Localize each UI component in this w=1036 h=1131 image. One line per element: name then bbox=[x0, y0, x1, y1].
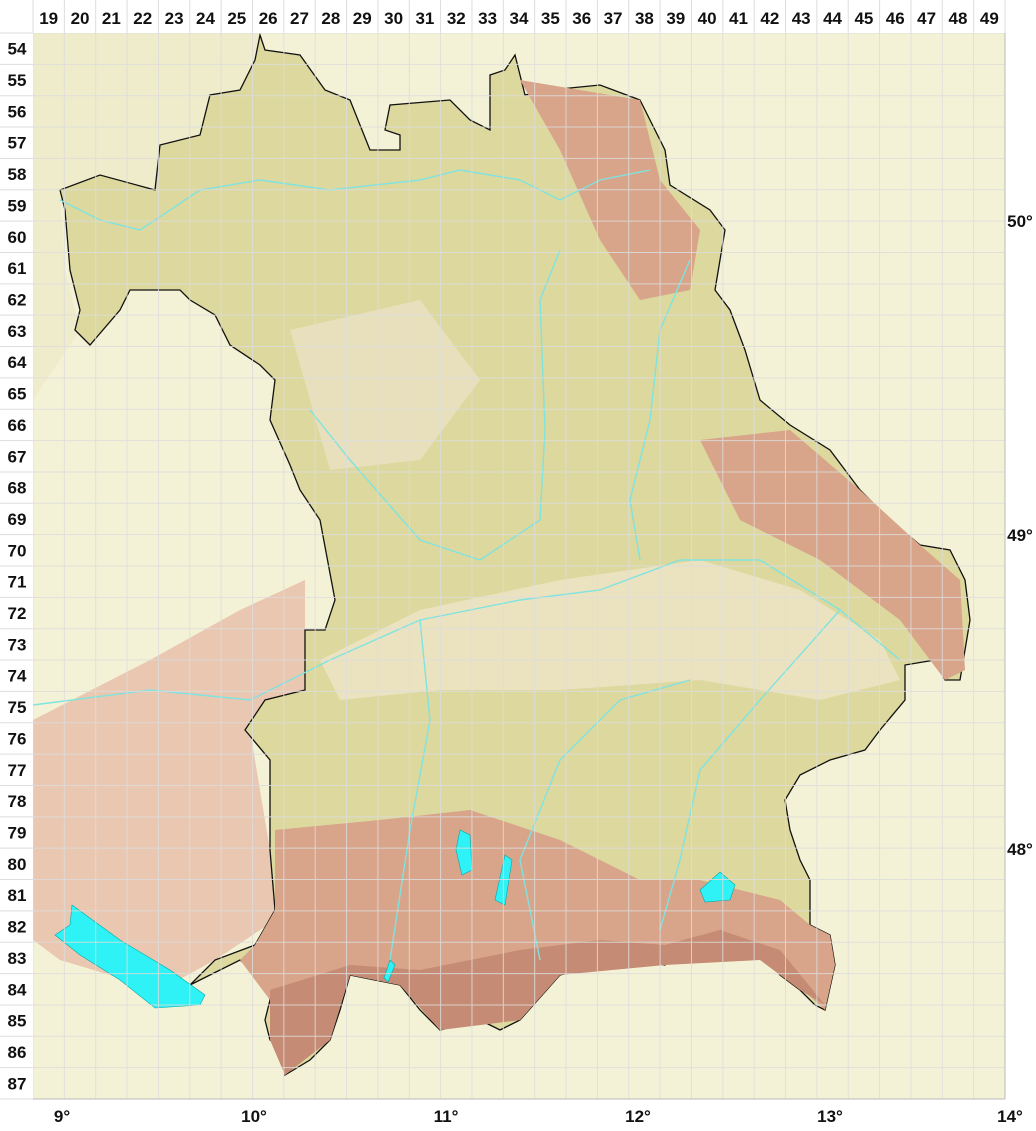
row-labels: 54 55 56 57 58 59 60 61 62 63 64 65 66 67 68 69 70 71 72 73… bbox=[8, 40, 27, 1094]
latitude-labels: 50° 49° 48° bbox=[1007, 212, 1033, 859]
row-label: 80 bbox=[8, 855, 27, 874]
alps bbox=[270, 930, 825, 1075]
row-label: 62 bbox=[8, 291, 27, 310]
column-label: 47 bbox=[917, 9, 936, 28]
column-label: 44 bbox=[823, 9, 842, 28]
column-labels: 19 20 21 22 23 24 25 26 27 28 29 30 31 32 33 34 35 36 37 38… bbox=[39, 9, 999, 28]
column-label: 24 bbox=[196, 9, 215, 28]
main-river bbox=[59, 169, 651, 231]
row-label: 70 bbox=[8, 541, 27, 560]
column-label: 30 bbox=[384, 9, 403, 28]
row-label: 74 bbox=[8, 667, 27, 686]
column-label: 39 bbox=[666, 9, 685, 28]
column-label: 38 bbox=[635, 9, 654, 28]
row-label: 66 bbox=[8, 416, 27, 435]
row-label: 82 bbox=[8, 918, 27, 937]
row-label: 67 bbox=[8, 447, 27, 466]
ammersee bbox=[455, 829, 473, 876]
row-label: 71 bbox=[8, 573, 27, 592]
row-label: 83 bbox=[8, 949, 27, 968]
bottom-band bbox=[0, 1099, 1036, 1131]
column-label: 33 bbox=[478, 9, 497, 28]
row-label: 86 bbox=[8, 1043, 27, 1062]
row-label: 65 bbox=[8, 385, 27, 404]
row-label: 87 bbox=[8, 1074, 27, 1093]
row-label: 64 bbox=[8, 353, 27, 372]
row-label: 61 bbox=[8, 259, 27, 278]
column-label: 29 bbox=[353, 9, 372, 28]
column-label: 45 bbox=[854, 9, 873, 28]
danube-river bbox=[32, 559, 901, 706]
row-label: 84 bbox=[8, 980, 27, 999]
header-band bbox=[0, 0, 1036, 33]
row-label: 57 bbox=[8, 134, 27, 153]
inn-river bbox=[659, 609, 841, 931]
row-label: 73 bbox=[8, 635, 27, 654]
column-label: 35 bbox=[541, 9, 560, 28]
column-label: 31 bbox=[415, 9, 434, 28]
latitude-label: 50° bbox=[1007, 212, 1033, 231]
forggensee bbox=[383, 959, 396, 983]
longitude-label: 11° bbox=[434, 1107, 459, 1126]
bavarian-forest bbox=[700, 430, 965, 680]
column-label: 32 bbox=[447, 9, 466, 28]
latitude-label: 48° bbox=[1007, 840, 1033, 859]
row-label: 76 bbox=[8, 729, 27, 748]
column-label: 26 bbox=[259, 9, 278, 28]
lech-river bbox=[389, 619, 431, 961]
column-label: 48 bbox=[949, 9, 968, 28]
row-label: 72 bbox=[8, 604, 27, 623]
row-label: 59 bbox=[8, 196, 27, 215]
right-band bbox=[1005, 0, 1036, 1131]
row-label: 56 bbox=[8, 102, 27, 121]
column-label: 21 bbox=[102, 9, 121, 28]
column-label: 43 bbox=[792, 9, 811, 28]
regnitz-river bbox=[309, 249, 561, 561]
column-label: 22 bbox=[133, 9, 152, 28]
column-label: 49 bbox=[980, 9, 999, 28]
longitude-label: 14° bbox=[997, 1107, 1023, 1126]
column-label: 40 bbox=[698, 9, 717, 28]
row-label: 60 bbox=[8, 228, 27, 247]
frankenjura-plain bbox=[290, 300, 480, 470]
grid-lines bbox=[32, 32, 1006, 1100]
label-grid bbox=[0, 0, 1006, 1100]
naab-river bbox=[629, 259, 691, 561]
row-label: 77 bbox=[8, 761, 27, 780]
column-label: 41 bbox=[729, 9, 748, 28]
row-label: 81 bbox=[8, 886, 27, 905]
column-label: 42 bbox=[760, 9, 779, 28]
danube-plain bbox=[320, 560, 900, 700]
column-label: 25 bbox=[227, 9, 246, 28]
row-label: 55 bbox=[8, 71, 27, 90]
longitude-label: 13° bbox=[817, 1107, 843, 1126]
river-layer bbox=[32, 169, 901, 961]
column-label: 19 bbox=[39, 9, 58, 28]
longitude-label: 9° bbox=[54, 1107, 70, 1126]
column-label: 20 bbox=[71, 9, 90, 28]
column-label: 36 bbox=[572, 9, 591, 28]
isar-river bbox=[519, 679, 691, 961]
column-label: 46 bbox=[886, 9, 905, 28]
row-label: 79 bbox=[8, 824, 27, 843]
row-label: 58 bbox=[8, 165, 27, 184]
row-label: 85 bbox=[8, 1012, 27, 1031]
row-label: 54 bbox=[8, 40, 27, 59]
column-label: 34 bbox=[510, 9, 529, 28]
lake-constance bbox=[54, 904, 206, 1009]
row-label: 68 bbox=[8, 479, 27, 498]
row-label: 75 bbox=[8, 698, 27, 717]
row-label: 63 bbox=[8, 322, 27, 341]
row-label: 69 bbox=[8, 510, 27, 529]
longitude-label: 12° bbox=[625, 1107, 651, 1126]
longitude-label: 10° bbox=[241, 1107, 267, 1126]
latitude-label: 49° bbox=[1007, 526, 1033, 545]
row-label: 78 bbox=[8, 792, 27, 811]
longitude-labels: 9° 10° 11° 12° 13° 14° bbox=[54, 1107, 1023, 1126]
column-label: 27 bbox=[290, 9, 309, 28]
column-label: 37 bbox=[604, 9, 623, 28]
column-label: 28 bbox=[321, 9, 340, 28]
column-label: 23 bbox=[165, 9, 184, 28]
